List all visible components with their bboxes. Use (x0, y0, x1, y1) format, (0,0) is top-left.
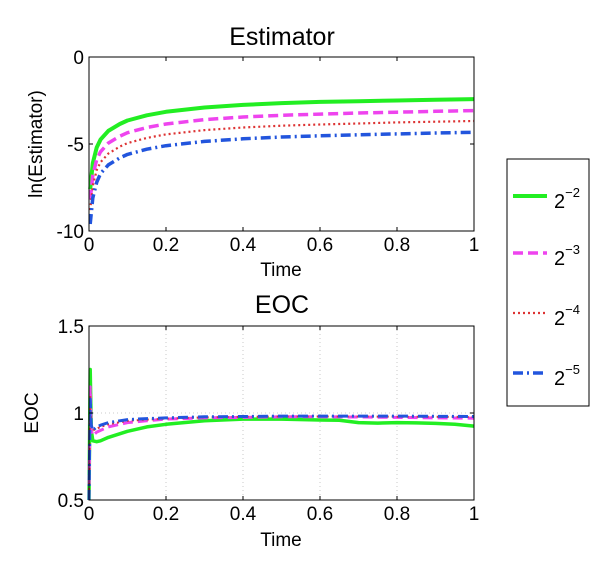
eoc-grid (89, 326, 474, 500)
legend-box (506, 158, 590, 407)
legend-label-4: 2−5 (554, 362, 580, 390)
estimator-ticks: 0 0.2 0.4 0.6 0.8 1 -10 -5 0 (57, 48, 480, 256)
estimator-series-line-1 (88, 97, 475, 190)
estimator-series-line-2 (88, 108, 475, 200)
estimator-xtick-label: 0 (84, 235, 95, 256)
legend-label-base: 2 (554, 368, 565, 390)
estimator-xtick-label: 1 (469, 235, 480, 256)
legend: 2−22−32−42−5 (506, 158, 590, 407)
estimator-ytick-label: 0 (73, 48, 84, 69)
estimator-ytick-label: -5 (67, 135, 84, 156)
estimator-ylabel: ln(Estimator) (26, 90, 47, 198)
eoc-series-line-3 (88, 394, 475, 501)
eoc-xtick-label: 0.8 (384, 504, 410, 525)
legend-label-base: 2 (554, 308, 565, 330)
estimator-series-line-3 (89, 119, 475, 211)
estimator-xlabel: Time (260, 260, 302, 281)
eoc-ytick-label: 0.5 (58, 491, 84, 512)
legend-label-exponent: −2 (565, 185, 580, 200)
legend-label-3: 2−4 (554, 302, 580, 330)
estimator-axes-frame (88, 56, 475, 232)
eoc-ytick-label: 1.5 (58, 317, 84, 338)
eoc-ticks: 0 0.2 0.4 0.6 0.8 1 0.5 1 1.5 (58, 317, 480, 525)
estimator-series-line-4 (88, 130, 475, 225)
estimator-xtick-label: 0.6 (307, 235, 333, 256)
eoc-series-line-1 (87, 367, 475, 501)
eoc-xlabel: Time (260, 530, 302, 551)
estimator-xtick-label: 0.4 (230, 235, 257, 256)
eoc-xtick-label: 1 (469, 504, 480, 525)
estimator-panel: Estimator 0 0.2 0.4 0.6 0.8 1 -10 -5 0 Time ln(E… (26, 23, 479, 281)
legend-label-exponent: −4 (565, 302, 580, 317)
eoc-xtick-label: 0.4 (230, 504, 257, 525)
legend-label-base: 2 (554, 191, 565, 213)
eoc-ytick-label: 1 (73, 404, 84, 425)
legend-label-exponent: −5 (565, 362, 580, 377)
eoc-series-line-2 (87, 385, 475, 501)
eoc-ylabel: EOC (22, 392, 43, 433)
estimator-ytick-label: -10 (57, 222, 84, 243)
eoc-xtick-label: 0.2 (153, 504, 179, 525)
eoc-series-line-4 (87, 397, 475, 501)
legend-label-base: 2 (554, 248, 565, 270)
estimator-xtick-label: 0.8 (384, 235, 410, 256)
eoc-xtick-label: 0.6 (307, 504, 333, 525)
estimator-xtick-label: 0.2 (153, 235, 179, 256)
estimator-series-group (88, 97, 475, 225)
eoc-xtick-label: 0 (84, 504, 95, 525)
estimator-title: Estimator (229, 23, 335, 51)
eoc-title: EOC (255, 291, 309, 319)
legend-label-1: 2−2 (554, 185, 580, 213)
eoc-panel: EOC 0 0.2 0.4 0.6 0.8 1 0.5 1 1.5 Time EOC (22, 291, 479, 551)
legend-label-2: 2−3 (554, 242, 580, 270)
eoc-series-group (87, 367, 475, 501)
legend-label-exponent: −3 (565, 242, 580, 257)
